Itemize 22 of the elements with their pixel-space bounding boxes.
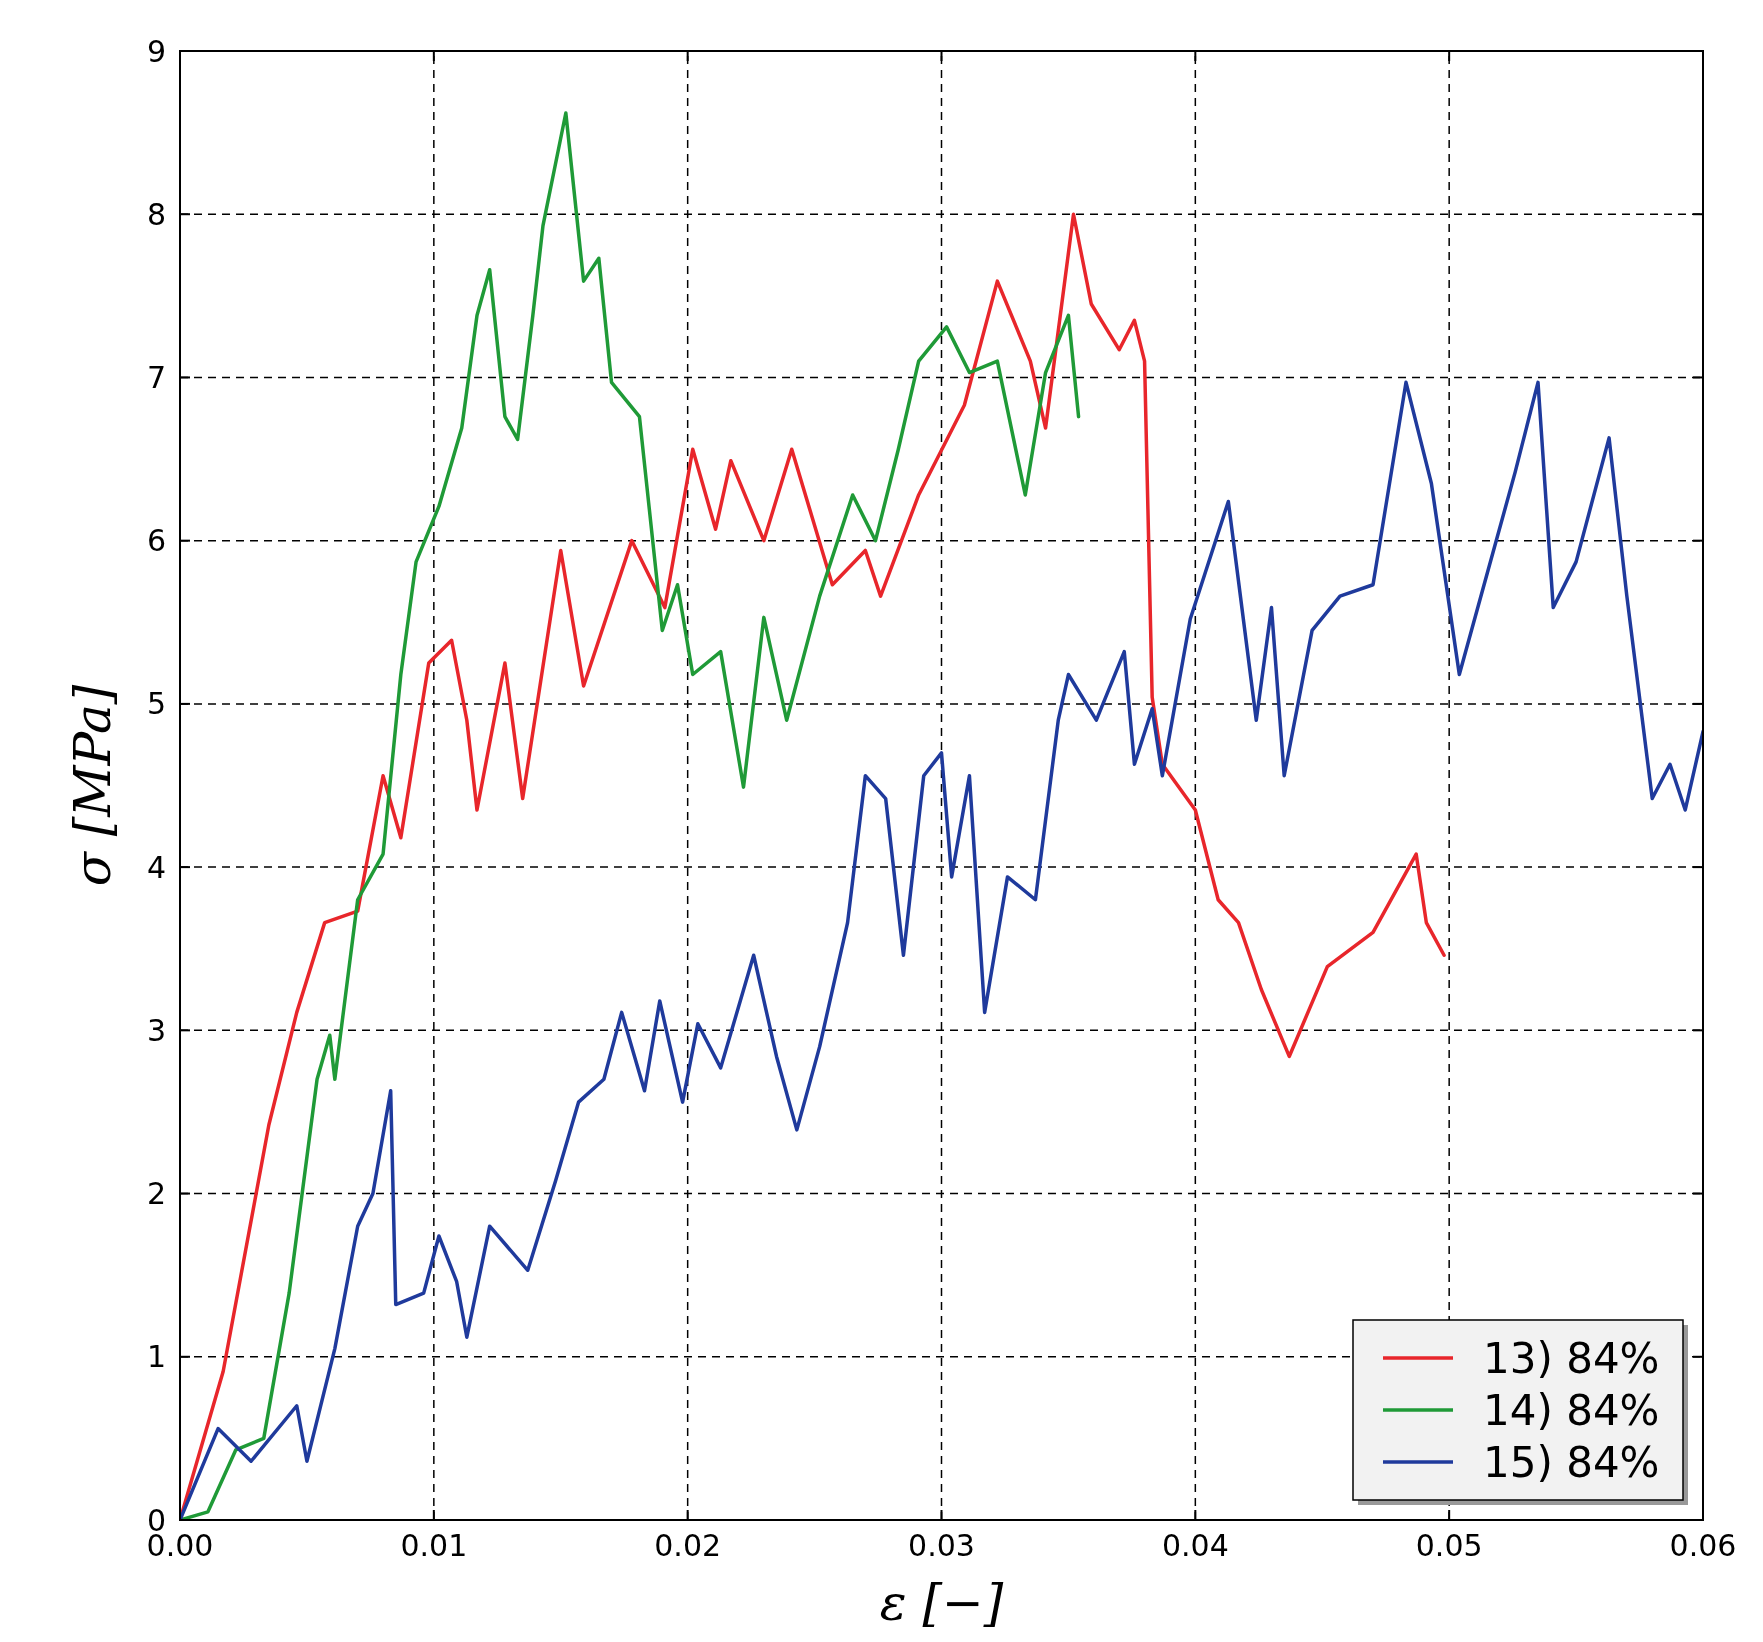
x-axis-title: ε [−] xyxy=(879,1574,1004,1632)
y-tick-label: 8 xyxy=(146,196,166,232)
legend-label: 15) 84% xyxy=(1483,1437,1660,1487)
y-tick-label: 2 xyxy=(146,1176,166,1212)
y-axis-title: σ [MPa] xyxy=(64,684,122,887)
x-tick-label: 0.06 xyxy=(1669,1528,1737,1563)
y-tick-label: 5 xyxy=(146,686,166,722)
x-tick-label: 0.02 xyxy=(654,1528,722,1563)
x-tick-label: 0.03 xyxy=(908,1528,975,1563)
x-tick-label: 0.05 xyxy=(1415,1528,1483,1563)
line-series xyxy=(180,380,1703,1520)
y-tick-label: 7 xyxy=(146,359,166,395)
y-tick-label: 3 xyxy=(146,1012,166,1048)
y-tick-label: 9 xyxy=(146,33,166,69)
y-tick-label: 4 xyxy=(146,849,166,885)
legend-label: 13) 84% xyxy=(1483,1333,1660,1383)
y-tick-label: 6 xyxy=(146,523,166,559)
y-tick-label: 1 xyxy=(146,1339,166,1375)
x-tick-label: 0.04 xyxy=(1161,1528,1229,1563)
x-tick-label: 0.01 xyxy=(400,1528,468,1563)
line-series xyxy=(180,111,1081,1520)
legend-label: 14) 84% xyxy=(1483,1385,1660,1435)
